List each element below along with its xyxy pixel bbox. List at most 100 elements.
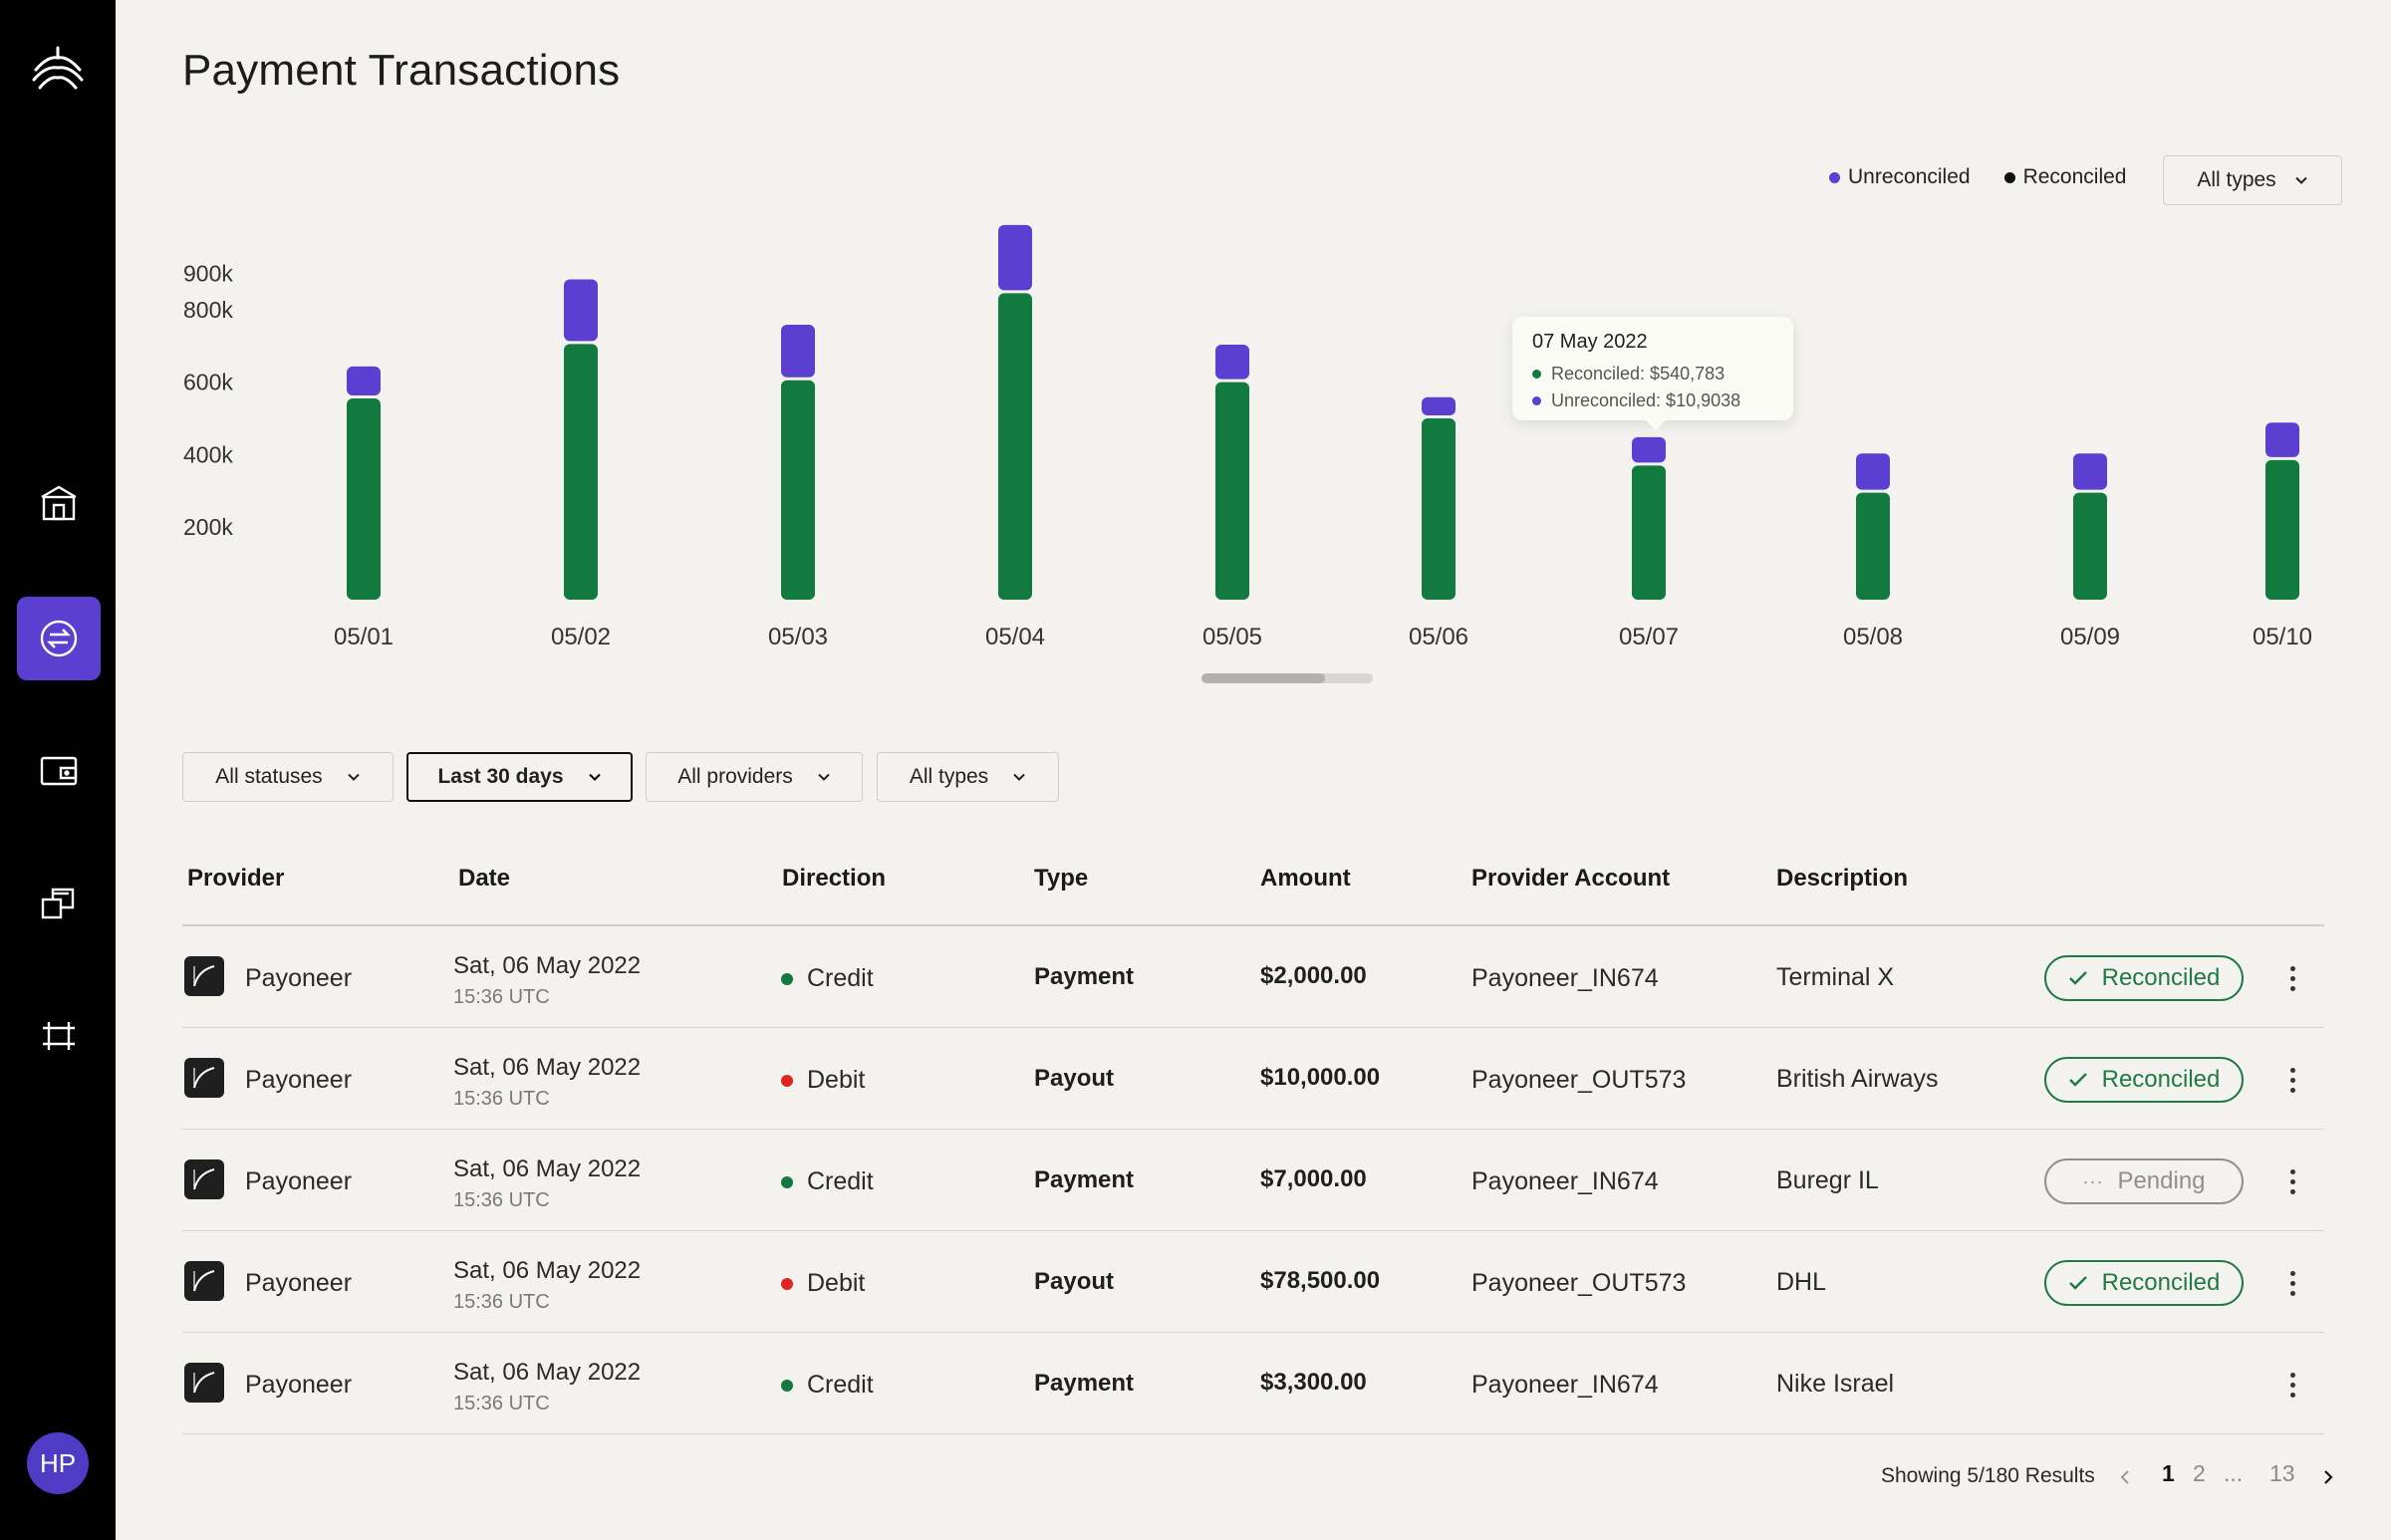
column-header-type[interactable]: Type — [1034, 865, 1089, 892]
chart-type-value: All types — [2197, 168, 2276, 191]
next-page-icon[interactable] — [2321, 1468, 2335, 1486]
column-header-description[interactable]: Description — [1776, 865, 1909, 892]
bar-reconciled[interactable] — [1215, 382, 1249, 600]
page-link[interactable]: 1 — [2162, 1460, 2175, 1486]
bar-reconciled[interactable] — [1422, 418, 1456, 600]
types-filter[interactable]: All types — [877, 752, 1059, 802]
nav-wallet[interactable] — [17, 728, 101, 812]
legend-item-reconciled: Reconciled — [2003, 165, 2126, 189]
status-badge[interactable]: Reconciled — [2044, 1260, 2244, 1306]
status-label: Reconciled — [2101, 1269, 2221, 1296]
x-tick-label: 05/01 — [334, 624, 394, 650]
status-badge[interactable]: Reconciled — [2044, 955, 2244, 1001]
transaction-time: 15:36 UTC — [453, 986, 550, 1008]
tooltip-unreconciled: Unreconciled: $10,9038 — [1551, 390, 1741, 410]
ellipsis-icon: ··· — [2082, 1171, 2104, 1191]
table-row[interactable]: Payoneer Sat, 06 May 2022 15:36 UTC Credit P… — [182, 1130, 2324, 1231]
column-header-provider[interactable]: Provider — [187, 865, 285, 892]
bar-reconciled[interactable] — [347, 397, 381, 600]
column-header-direction[interactable]: Direction — [782, 865, 887, 892]
column-header-account[interactable]: Provider Account — [1471, 865, 1671, 892]
chart-tooltip: 07 May 2022 Reconciled: $540,783 Unrecon… — [1512, 317, 1793, 430]
table-row[interactable]: Payoneer Sat, 06 May 2022 15:36 UTC Debit Pa… — [182, 1231, 2324, 1333]
table-row[interactable]: Payoneer Sat, 06 May 2022 15:36 UTC Credit P… — [182, 926, 2324, 1028]
bar-unreconciled[interactable] — [781, 325, 815, 378]
chart-scrollbar-thumb[interactable] — [1201, 673, 1325, 683]
bar-reconciled[interactable] — [1632, 465, 1666, 600]
bar-unreconciled[interactable] — [1856, 453, 1890, 490]
column-header-date[interactable]: Date — [458, 865, 511, 892]
bar-reconciled[interactable] — [781, 380, 815, 600]
nav-transactions[interactable] — [17, 597, 101, 680]
transactions-chart: 900k 800k 600k 400k 200k 05/01 05/02 05/03 05/04… — [169, 209, 2341, 697]
brand-logo-icon[interactable] — [30, 44, 86, 94]
tooltip-dot — [1532, 396, 1541, 405]
bar-unreconciled[interactable] — [2265, 422, 2299, 457]
user-avatar[interactable]: HP — [27, 1432, 89, 1494]
period-filter[interactable]: Last 30 days — [406, 752, 633, 802]
bar-unreconciled[interactable] — [1632, 436, 1666, 463]
bar-reconciled[interactable] — [564, 344, 598, 600]
bar-reconciled[interactable] — [998, 293, 1032, 600]
table-row[interactable]: Payoneer Sat, 06 May 2022 15:36 UTC Debit Pa… — [182, 1028, 2324, 1130]
bar-unreconciled[interactable] — [998, 224, 1032, 291]
provider-name: Payoneer — [245, 1371, 353, 1399]
legend-item-unreconciled: Unreconciled — [1829, 165, 1971, 189]
transaction-date: Sat, 06 May 2022 — [453, 1359, 642, 1386]
bar-reconciled[interactable] — [1856, 492, 1890, 600]
provider-account: Payoneer_IN674 — [1471, 1167, 1659, 1195]
page-link[interactable]: 13 — [2269, 1460, 2295, 1486]
transaction-amount: $2,000.00 — [1260, 962, 1367, 989]
bar-unreconciled[interactable] — [1422, 396, 1456, 415]
status-badge[interactable]: ··· Pending — [2044, 1158, 2244, 1204]
tooltip-dot — [1532, 370, 1541, 379]
check-icon — [2068, 971, 2087, 985]
chart-legend: Unreconciled Reconciled — [1829, 165, 2126, 189]
more-options-icon[interactable] — [2282, 958, 2302, 998]
direction-label: Credit — [807, 964, 874, 992]
bar-reconciled[interactable] — [2265, 459, 2299, 600]
exchange-icon — [40, 620, 78, 657]
bar-unreconciled[interactable] — [1215, 345, 1249, 380]
payoneer-logo-icon — [184, 1261, 224, 1301]
period-filter-value: Last 30 days — [437, 765, 564, 788]
y-tick-label: 400k — [183, 441, 233, 467]
direction-dot — [781, 1379, 793, 1392]
more-options-icon[interactable] — [2282, 1263, 2302, 1303]
nav-home[interactable] — [17, 461, 101, 545]
x-tick-label: 05/07 — [1619, 624, 1679, 650]
check-icon — [2068, 1073, 2087, 1087]
bar-unreconciled[interactable] — [2073, 453, 2107, 490]
more-options-icon[interactable] — [2282, 1365, 2302, 1405]
chart-scrollbar[interactable] — [1201, 673, 1373, 683]
bar-unreconciled[interactable] — [564, 279, 598, 342]
more-options-icon[interactable] — [2282, 1161, 2302, 1201]
previous-page-icon[interactable] — [2118, 1468, 2132, 1486]
chart-type-select[interactable]: All types — [2163, 155, 2342, 205]
transaction-time: 15:36 UTC — [453, 1088, 550, 1110]
bar-unreconciled[interactable] — [347, 366, 381, 395]
nav-copy[interactable] — [17, 862, 101, 945]
transaction-type: Payout — [1034, 1268, 1115, 1295]
page-link[interactable]: 2 — [2193, 1460, 2206, 1486]
transaction-date: Sat, 06 May 2022 — [453, 1257, 642, 1284]
table-header-divider — [182, 924, 2324, 926]
status-badge[interactable]: Reconciled — [2044, 1057, 2244, 1103]
transaction-amount: $10,000.00 — [1260, 1064, 1381, 1091]
direction: Credit — [781, 1371, 874, 1400]
transaction-time: 15:36 UTC — [453, 1189, 550, 1211]
transaction-amount: $78,500.00 — [1260, 1267, 1381, 1294]
types-filter-value: All types — [909, 765, 989, 788]
more-options-icon[interactable] — [2282, 1060, 2302, 1100]
table-row[interactable]: Payoneer Sat, 06 May 2022 15:36 UTC Credit P… — [182, 1333, 2324, 1434]
nav-integrations[interactable] — [17, 994, 101, 1078]
y-tick-label: 800k — [183, 297, 233, 323]
providers-filter[interactable]: All providers — [646, 752, 863, 802]
transaction-description: DHL — [1776, 1268, 1827, 1296]
page-title: Payment Transactions — [182, 46, 621, 95]
x-tick-label: 05/08 — [1843, 624, 1903, 650]
bar-reconciled[interactable] — [2073, 492, 2107, 600]
column-header-amount[interactable]: Amount — [1260, 865, 1351, 892]
x-tick-label: 05/09 — [2060, 624, 2120, 650]
status-filter[interactable]: All statuses — [182, 752, 394, 802]
